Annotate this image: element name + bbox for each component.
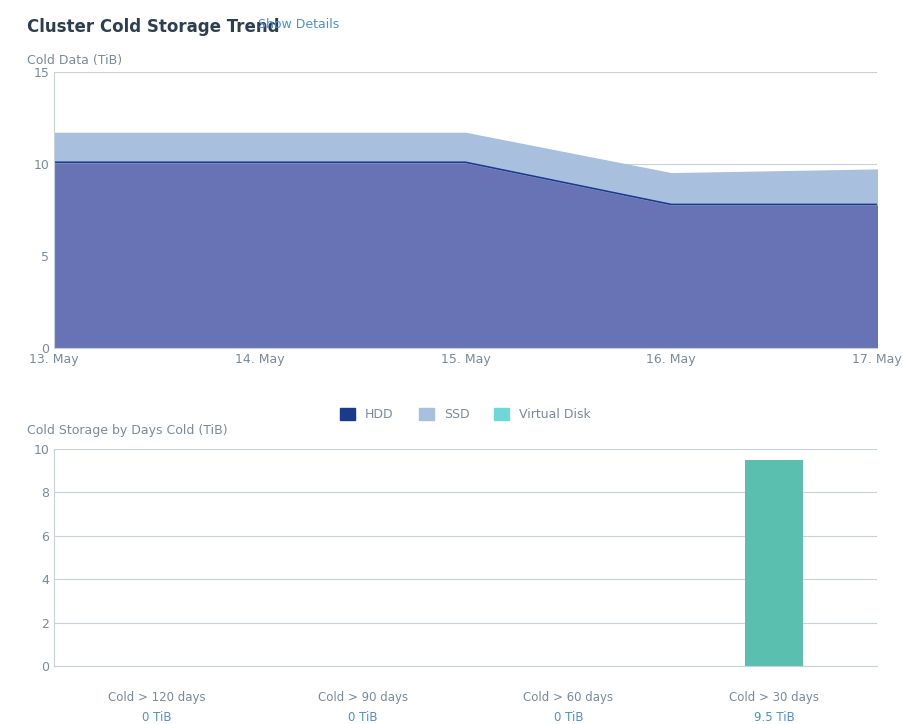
- Bar: [744, 460, 802, 666]
- Text: Show Details: Show Details: [257, 18, 339, 31]
- Text: 9.5 TiB: 9.5 TiB: [753, 710, 794, 723]
- Text: Cold > 90 days: Cold > 90 days: [317, 691, 407, 704]
- Text: 0 TiB: 0 TiB: [553, 710, 582, 723]
- Text: 0 TiB: 0 TiB: [348, 710, 377, 723]
- Text: Cold Data (TiB): Cold Data (TiB): [27, 54, 122, 67]
- Legend: HDD, SSD, Virtual Disk: HDD, SSD, Virtual Disk: [335, 403, 595, 426]
- Text: 0 TiB: 0 TiB: [142, 710, 172, 723]
- Text: Cold Storage by Days Cold (TiB): Cold Storage by Days Cold (TiB): [27, 424, 228, 437]
- Text: Cold > 30 days: Cold > 30 days: [728, 691, 818, 704]
- Text: Cold > 120 days: Cold > 120 days: [108, 691, 206, 704]
- Text: Cluster Cold Storage Trend: Cluster Cold Storage Trend: [27, 18, 279, 36]
- Text: Cold > 60 days: Cold > 60 days: [523, 691, 613, 704]
